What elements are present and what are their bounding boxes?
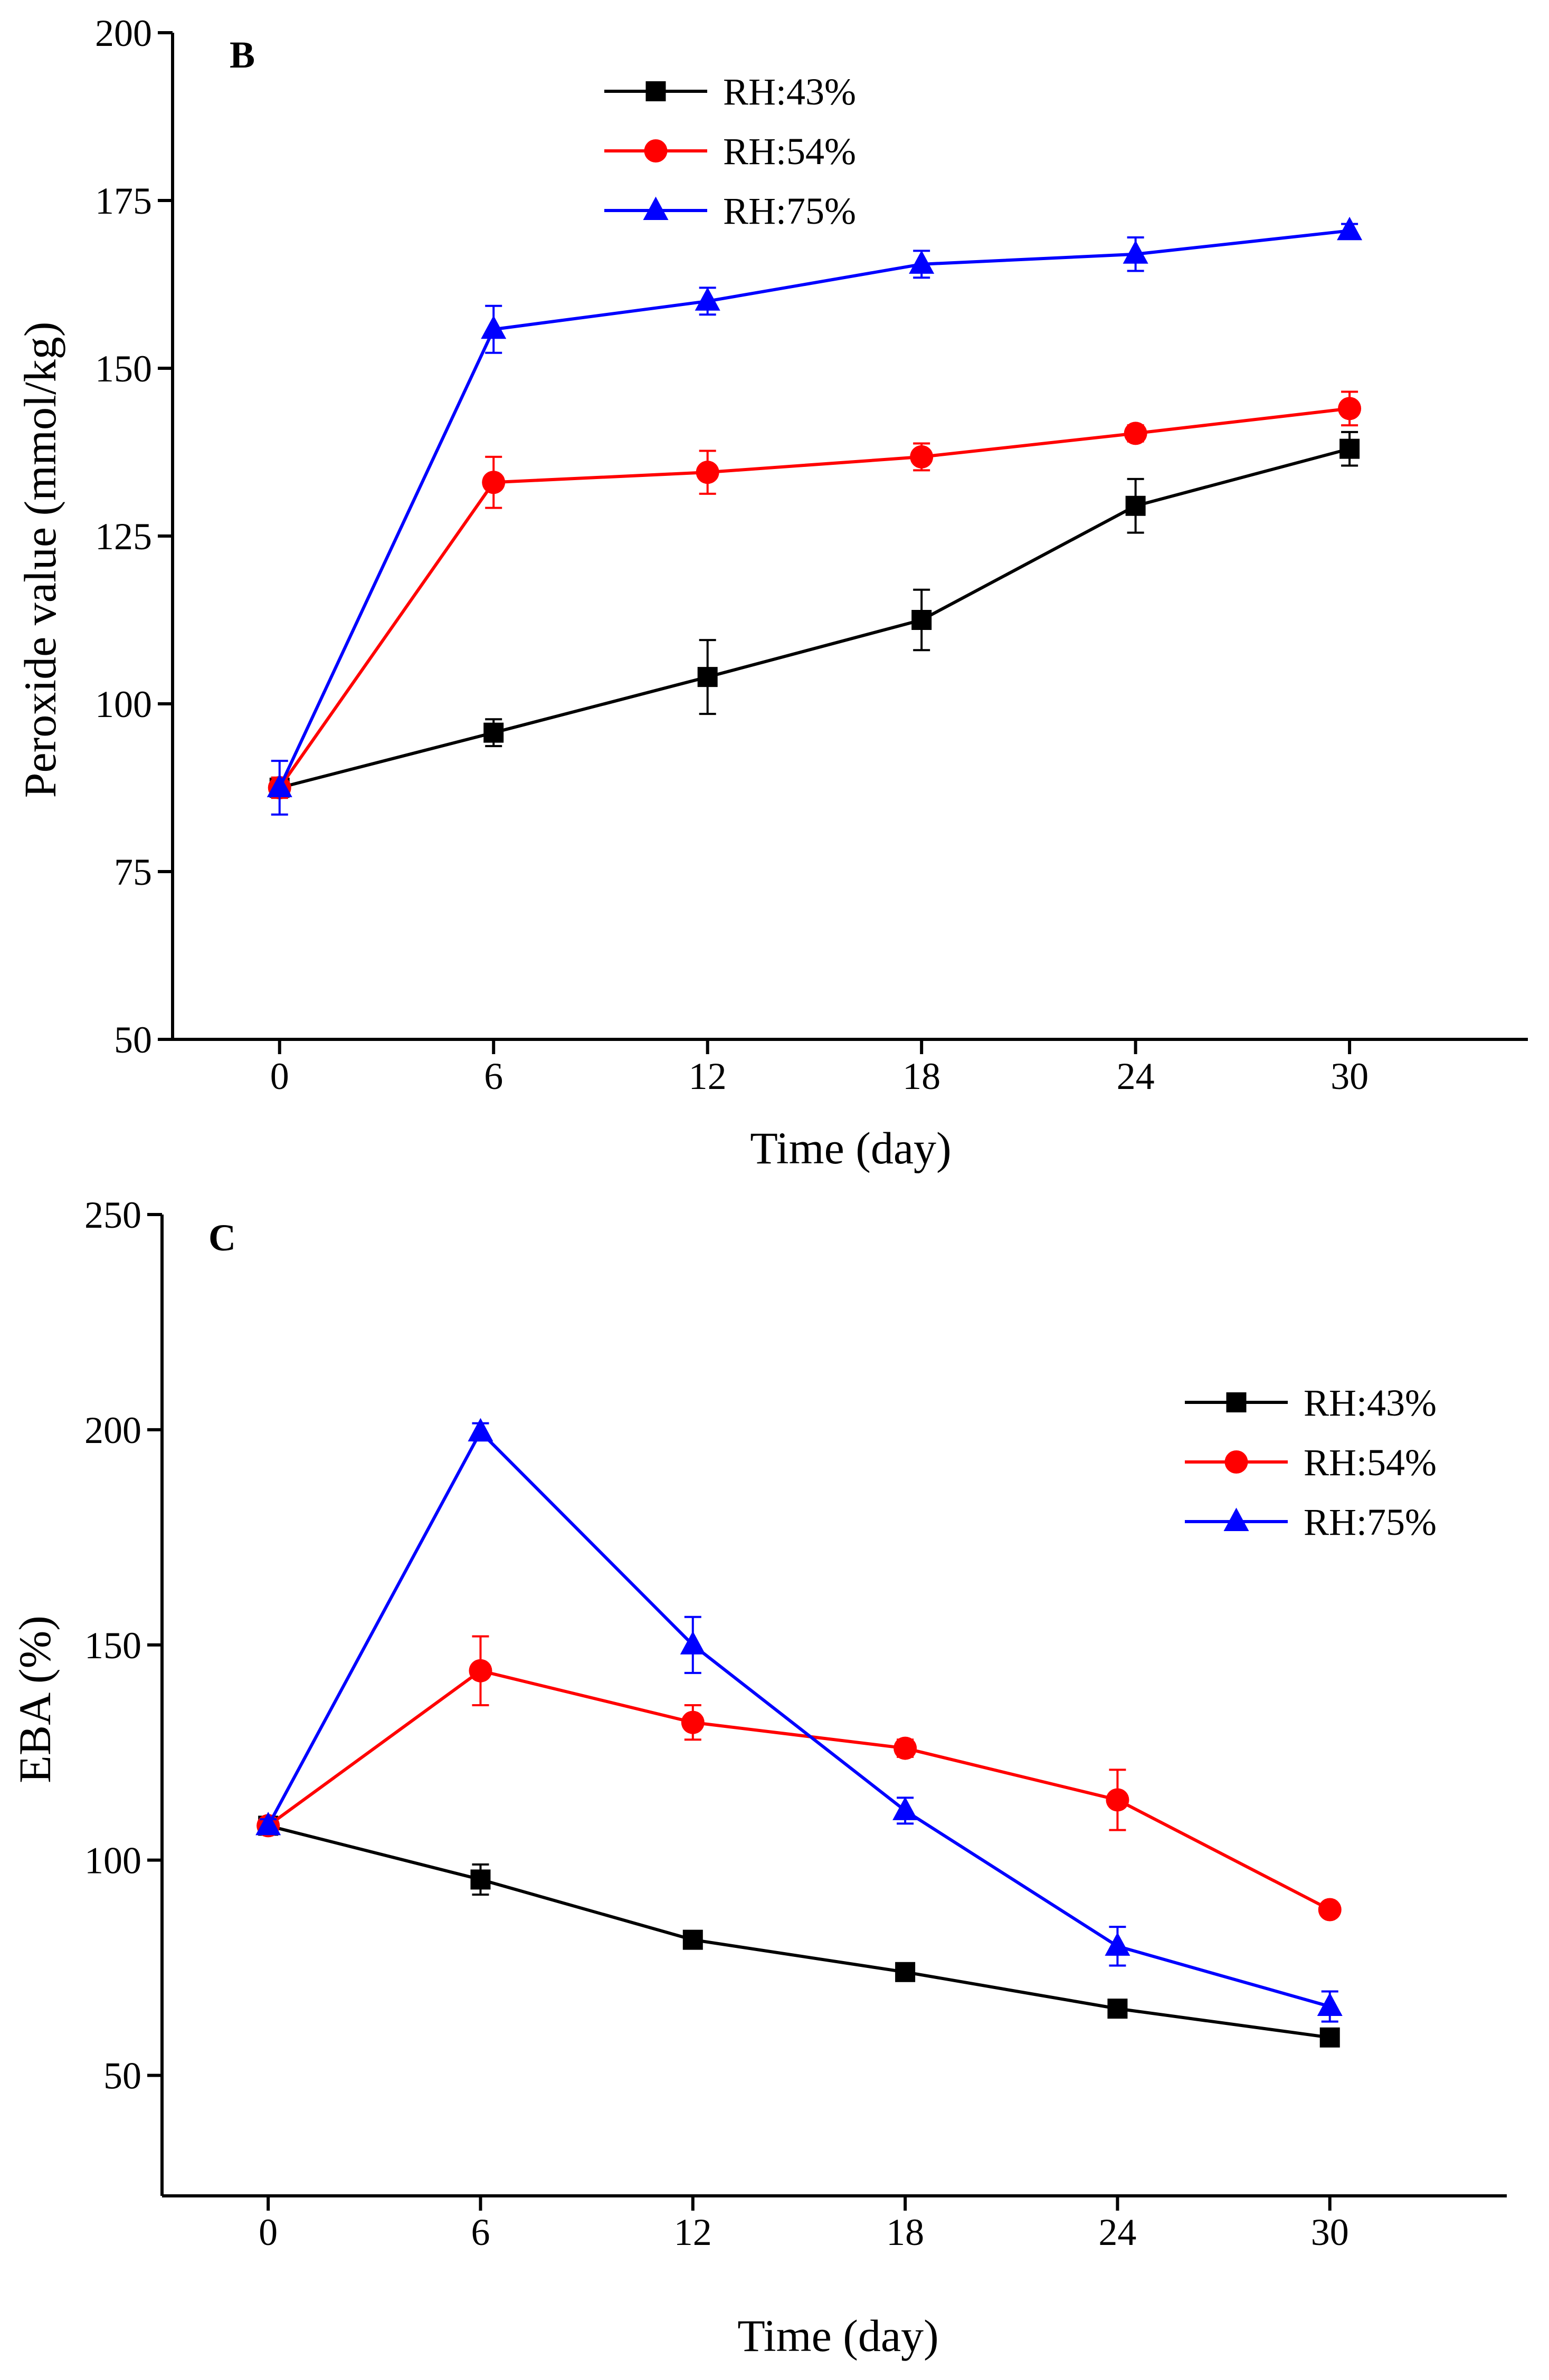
data-point [1337, 216, 1363, 241]
y-tick-label: 50 [114, 1019, 152, 1061]
x-tick-label: 6 [484, 1055, 503, 1097]
data-point [1123, 240, 1148, 264]
x-tick-label: 6 [471, 2211, 490, 2253]
data-point [482, 471, 506, 494]
data-point [1339, 438, 1360, 459]
x-tick-label: 12 [689, 1055, 727, 1097]
legend-label: RH:75% [723, 190, 856, 232]
legend-item: RH:54% [1185, 1441, 1437, 1484]
x-tick-label: 30 [1311, 2211, 1349, 2253]
data-point [909, 250, 935, 274]
data-point [470, 1869, 491, 1890]
series-line [278, 229, 1350, 789]
y-tick-label: 100 [84, 1840, 141, 1882]
panel-b-y-axis-title: Peroxide value (mmol/kg) [15, 322, 65, 798]
data-point [680, 1631, 706, 1655]
data-point [469, 1659, 492, 1683]
data-point [682, 1929, 703, 1950]
series-line [279, 447, 1350, 789]
data-point [1107, 1999, 1128, 2019]
legend-label: RH:54% [723, 130, 856, 173]
panel-c-x-axis-title: Time (day) [737, 2310, 938, 2361]
series-rh-75- [255, 1418, 1343, 2023]
legend-item: RH:75% [1185, 1501, 1437, 1543]
series-rh-54- [268, 390, 1362, 799]
legend-item: RH:43% [1185, 1382, 1437, 1424]
legend-label: RH:54% [1304, 1441, 1437, 1484]
data-point [1319, 2027, 1340, 2048]
legend-item: RH:75% [604, 190, 856, 232]
series-line [278, 407, 1350, 789]
x-tick-label: 18 [902, 1055, 940, 1097]
panel-b-peroxide-chart: Peroxide value (mmol/kg) Time (day) B 50… [15, 12, 1528, 1173]
legend-item: RH:54% [604, 130, 856, 173]
data-point [1318, 1898, 1342, 1922]
panel-c-eba-chart: EBA (%) Time (day) C 50 100 150 200 250 0 6 12 1… [9, 1194, 1507, 2361]
panel-b-label: B [230, 34, 255, 76]
data-point [1125, 495, 1146, 516]
data-point [697, 667, 718, 687]
y-tick-label: 100 [95, 683, 152, 725]
data-point [255, 1812, 281, 1836]
data-point [468, 1418, 493, 1441]
legend-marker [1226, 1392, 1247, 1412]
data-point [1124, 422, 1147, 445]
panel-c-label: C [208, 1217, 236, 1259]
series-line [267, 1669, 1331, 1911]
y-tick-label: 150 [95, 348, 152, 390]
y-tick-label: 75 [114, 851, 152, 893]
legend-label: RH:43% [723, 71, 856, 113]
y-tick-label: 200 [95, 12, 152, 54]
data-point [895, 1962, 916, 1982]
data-point [267, 773, 292, 797]
data-point [483, 722, 504, 743]
data-point [894, 1736, 917, 1760]
legend-label: RH:75% [1304, 1501, 1437, 1543]
x-tick-label: 12 [674, 2211, 712, 2253]
data-point [696, 461, 719, 484]
x-tick-label: 24 [1117, 1055, 1155, 1097]
data-point [1317, 1992, 1343, 2016]
data-point [892, 1796, 918, 1820]
legend-label: RH:43% [1304, 1382, 1437, 1424]
series-rh-75- [267, 216, 1363, 816]
y-tick-label: 50 [103, 2055, 141, 2097]
y-tick-label: 125 [95, 515, 152, 558]
legend-marker [1223, 1507, 1249, 1531]
x-tick-label: 0 [270, 1055, 289, 1097]
series-line [267, 1430, 1331, 2008]
data-point [681, 1710, 705, 1734]
data-point [695, 287, 720, 311]
y-tick-label: 175 [95, 180, 152, 222]
legend-item: RH:43% [604, 71, 856, 113]
y-tick-label: 150 [84, 1624, 141, 1667]
x-tick-label: 0 [259, 2211, 278, 2253]
legend-marker [644, 139, 668, 163]
y-tick-label: 250 [84, 1194, 141, 1236]
data-point [1106, 1788, 1129, 1812]
y-tick-label: 200 [84, 1409, 141, 1451]
legend-marker [1224, 1450, 1248, 1474]
legend-marker [643, 196, 669, 220]
x-tick-label: 30 [1331, 1055, 1369, 1097]
data-point [910, 445, 934, 469]
x-tick-label: 24 [1098, 2211, 1136, 2253]
panel-c-y-axis-title: EBA (%) [9, 1616, 60, 1783]
x-tick-label: 18 [886, 2211, 924, 2253]
series-line [268, 1824, 1331, 2039]
data-point [911, 610, 932, 630]
data-point [1338, 397, 1362, 420]
panel-b-x-axis-title: Time (day) [750, 1123, 951, 1173]
legend-marker [645, 81, 666, 101]
data-point [1105, 1932, 1130, 1956]
data-point [481, 315, 507, 339]
